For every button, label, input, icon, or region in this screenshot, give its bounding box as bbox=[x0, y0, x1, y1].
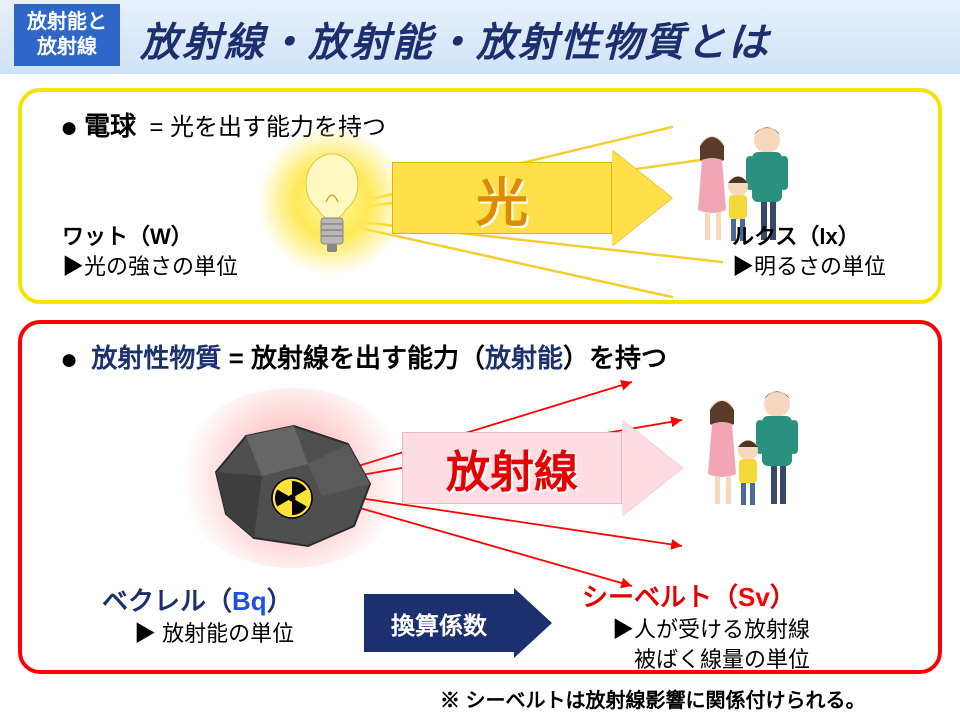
panel2-heading: ● 放射性物質 = 放射線を出す能力（放射能）を持つ bbox=[60, 338, 667, 377]
tag-line1: 放射能と bbox=[27, 10, 107, 35]
tag-line2: 放射線 bbox=[37, 35, 97, 60]
footnote: ※ シーベルトは放射線影響に関係付けられる。 bbox=[440, 684, 866, 713]
light-arrow-label: 光 bbox=[392, 150, 612, 246]
conversion-arrow: 換算係数 bbox=[364, 594, 564, 652]
unit-sievert: シーベルト（Sv） ▶人が受ける放射線 被ばく線量の単位 bbox=[582, 580, 810, 674]
light-arrow: 光 bbox=[392, 150, 692, 246]
radiation-arrow: 放射線 bbox=[402, 420, 702, 516]
radiation-trefoil-icon bbox=[270, 476, 314, 520]
panel-light: ●電球 = 光を出す能力を持つ bbox=[18, 88, 942, 304]
category-tag: 放射能と 放射線 bbox=[14, 4, 120, 66]
panel-radiation: ● 放射性物質 = 放射線を出す能力（放射能）を持つ bbox=[18, 320, 942, 674]
radioactive-rock-icon bbox=[162, 394, 422, 594]
unit-lux: ルクス（lx） ▶明るさの単位 bbox=[732, 222, 886, 281]
slide: 放射能と 放射線 放射線・放射能・放射性物質とは ●電球 = 光を出す能力を持つ bbox=[0, 0, 960, 720]
unit-watt: ワット（W） ▶光の強さの単位 bbox=[62, 222, 238, 281]
unit-becquerel: ベクレル（Bq） ▶ 放射能の単位 bbox=[102, 584, 294, 649]
lightbulb-icon bbox=[262, 140, 402, 300]
page-title: 放射線・放射能・放射性物質とは bbox=[140, 10, 770, 68]
conversion-label: 換算係数 bbox=[364, 594, 514, 652]
family-illustration-2 bbox=[682, 382, 822, 532]
radiation-arrow-label: 放射線 bbox=[402, 420, 622, 516]
